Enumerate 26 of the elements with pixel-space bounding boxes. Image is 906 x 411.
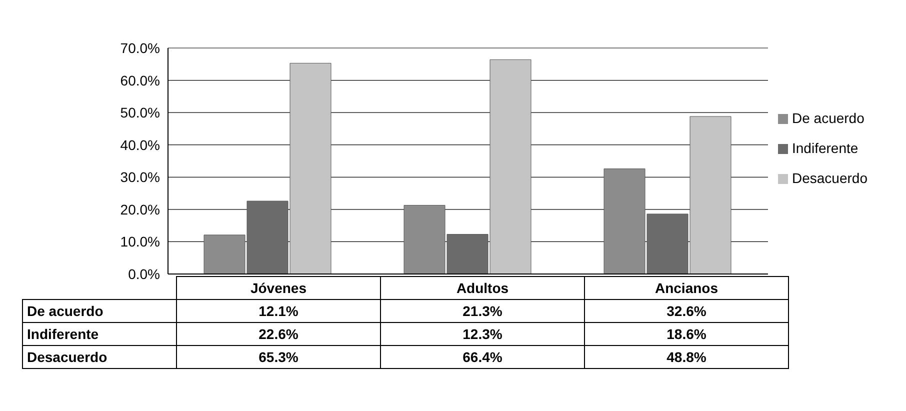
- data-label: 22.6%: [176, 322, 380, 346]
- y-tick-label: 30.0%: [120, 169, 160, 186]
- data-label: 12.1%: [176, 300, 380, 322]
- y-tick-label: 20.0%: [120, 201, 160, 218]
- y-tick-label: 60.0%: [120, 72, 160, 88]
- y-tick-label: 0.0%: [128, 266, 160, 282]
- x-tick-label: Adultos: [380, 276, 584, 300]
- x-tick-label: Ancianos: [584, 276, 788, 300]
- y-tick-label: 70.0%: [120, 40, 160, 56]
- legend-label: Indiferente: [792, 140, 858, 156]
- text: De acuerdo: [27, 303, 104, 319]
- data-label: 48.8%: [584, 346, 788, 368]
- data-label: 21.3%: [380, 300, 584, 322]
- legend-label: Desacuerdo: [792, 170, 868, 186]
- y-tick-label: 50.0%: [120, 104, 160, 121]
- legend-label: De acuerdo: [792, 110, 864, 126]
- data-label: 18.6%: [584, 322, 788, 346]
- x-tick-label: Jóvenes: [176, 276, 380, 300]
- data-label: 65.3%: [176, 346, 380, 368]
- data-label: 66.4%: [380, 346, 584, 368]
- text: Indiferente: [27, 326, 99, 342]
- text: Desacuerdo: [27, 349, 108, 365]
- data-label: 12.3%: [380, 322, 584, 346]
- data-label: 32.6%: [584, 300, 788, 322]
- y-tick-label: 40.0%: [120, 136, 160, 153]
- y-tick-label: 10.0%: [120, 234, 160, 250]
